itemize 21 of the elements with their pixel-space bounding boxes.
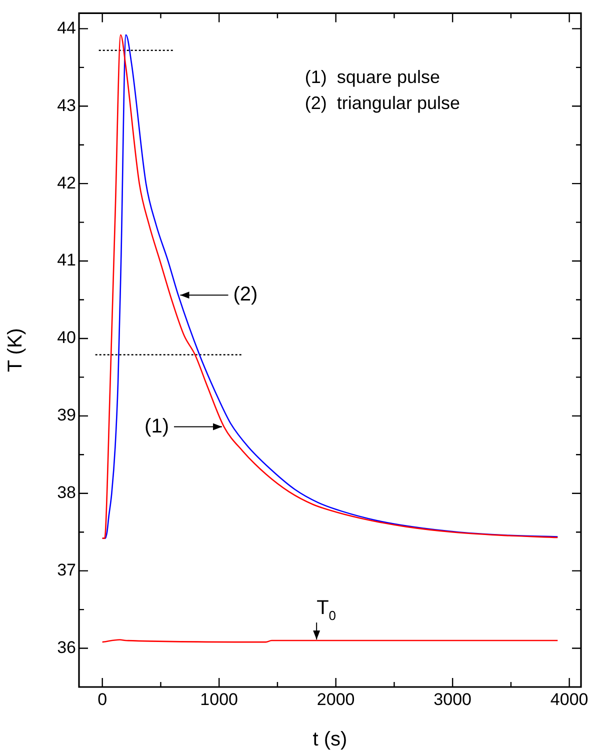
y-tick-label: 42: [57, 173, 76, 192]
x-tick-label: 2000: [316, 690, 355, 709]
y-tick-label: 40: [57, 328, 76, 348]
x-tick-label: 3000: [434, 690, 472, 709]
annotation: (1): [144, 415, 170, 438]
x-tick-label: 1000: [200, 690, 238, 709]
line-series: [102, 34, 558, 539]
y-tick-label: 44: [57, 18, 76, 38]
annotation: (2): [233, 284, 258, 306]
y-tick-label: 37: [57, 560, 76, 580]
annotation: (2) triangular pulse: [304, 93, 460, 114]
y-tick-label: 38: [57, 483, 76, 502]
annotation: (1) square pulse: [304, 67, 440, 88]
y-tick-label: 36: [57, 638, 76, 657]
y-tick-label: 41: [57, 250, 76, 270]
x-axis-title: t (s): [312, 728, 348, 751]
y-tick-label: 43: [57, 96, 76, 115]
x-tick-label: 4000: [550, 690, 588, 709]
x-tick-label: 0: [98, 690, 108, 709]
y-axis-title: T (K): [4, 328, 27, 372]
y-tick-label: 39: [57, 406, 76, 425]
